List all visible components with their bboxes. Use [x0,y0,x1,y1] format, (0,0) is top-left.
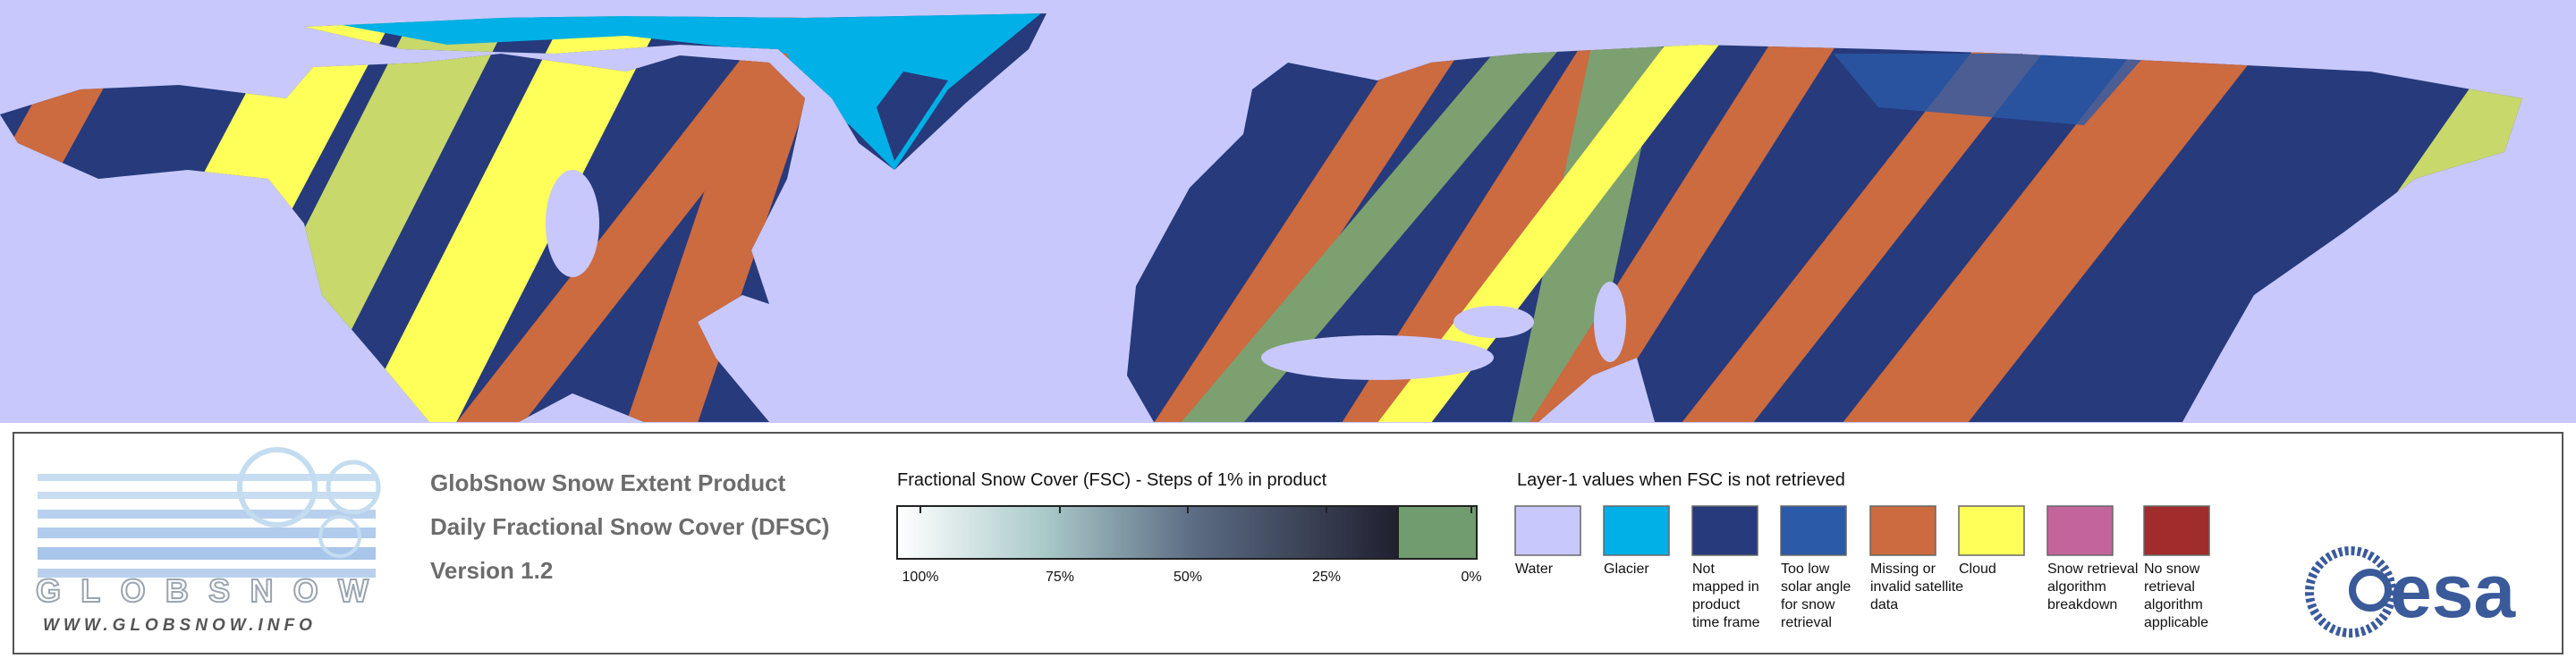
caspian-sea [1594,282,1626,362]
legend-label: Glacier [1604,561,1649,577]
colorbar-label: 100% [902,570,939,585]
legend-label: solar angle [1781,579,1851,595]
legend-swatch [1691,505,1758,556]
snowflake [326,460,381,515]
colorbar-label: 0% [1461,570,1481,585]
colorbar-gradient [896,505,1399,560]
swath [1181,13,1601,422]
swath [1843,13,2299,422]
colorbar-title: Fractional Snow Cover (FSC) - Steps of 1… [897,470,1327,490]
legend-label: time frame [1692,615,1760,630]
mediterranean [1261,335,1494,380]
colorbar-labels: 100% 75% 50% 25% 0% [902,506,1482,585]
colorbar-label: 75% [1046,570,1074,585]
black-sea [1453,306,1534,338]
legend-label: Cloud [1959,561,1996,577]
colorbar-label: 25% [1312,570,1341,585]
logo-stripe [38,547,376,560]
legend-label: data [1870,597,1898,612]
logo-stripe [38,510,376,519]
legend-label: algorithm [2144,597,2203,612]
legend-label: breakdown [2047,597,2117,612]
logo-stripe [38,492,376,499]
legend-label: Snow retrieval [2047,561,2138,577]
product-version: Version 1.2 [430,557,553,584]
logo-stripe [38,528,376,538]
esa-logo: esa [2305,546,2516,637]
legend-label: Not [1692,561,1715,577]
low-sun-area [1834,54,2147,125]
legend-swatch [1958,505,2025,556]
legend-label: mapped in [1692,579,1759,595]
legend-swatch [1869,505,1936,556]
esa-emblem [2305,546,2396,637]
logo-url: WWW.GLOBSNOW.INFO [43,616,317,635]
layer1-title: Layer-1 values when FSC is not retrieved [1517,470,1845,490]
esa-emblem-inner [2349,569,2392,612]
product-title: GlobSnow Snow Extent Product [430,469,786,496]
legend-label: for snow [1781,597,1835,612]
legend-label: Missing or [1870,561,1936,577]
legend-label: applicable [2144,615,2208,630]
swath [456,13,854,422]
legend-label: algorithm [2047,579,2106,595]
swath [358,13,671,422]
logo-stripe [38,474,376,481]
legend-swatch [2143,505,2210,556]
logo-stripe [38,569,376,578]
snowflake [318,515,361,558]
legend-label: product [1692,597,1741,612]
legend-label: No snow [2144,561,2200,577]
legend-label: invalid satellite [1870,579,1963,595]
esa-name: esa [2390,549,2516,633]
product-subtitle: Daily Fractional Snow Cover (DFSC) [430,513,829,540]
snowflake [237,447,318,528]
legend-label: Too low [1781,561,1830,577]
legend-label: retrieval [2144,579,2195,595]
colorbar-label: 50% [1174,570,1202,585]
legend-swatch [1603,505,1670,556]
swath [1154,13,1494,422]
legend-swatch [1780,505,1847,556]
swath [626,13,841,422]
legend-swatch [1514,505,1581,556]
legend-swatch [2046,505,2114,556]
layer1-legend: Water Glacier Not mapped in product time fram… [1514,505,2210,630]
legend-label: Water [1515,561,1554,577]
hudson-bay [546,170,599,277]
glacier-area [304,13,1046,170]
legend-label: retrieval [1781,615,1832,630]
greenland-unmapped [877,72,948,161]
colorbar-no-snow [1397,505,1478,560]
